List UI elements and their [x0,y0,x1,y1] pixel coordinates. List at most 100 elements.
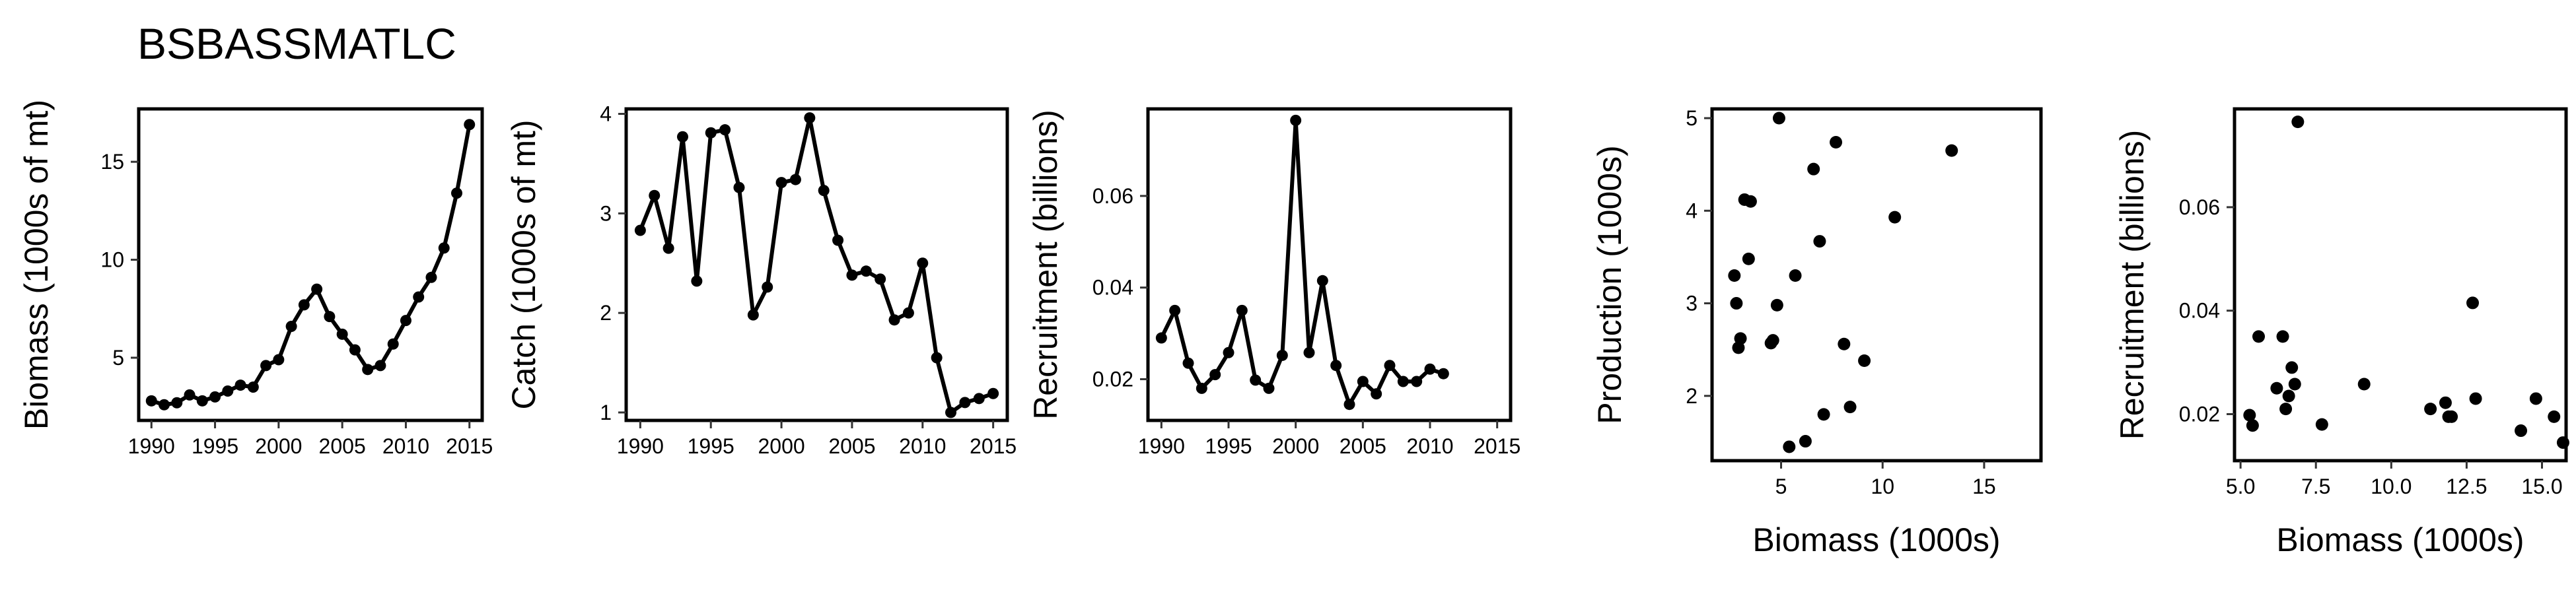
data-point [196,395,208,407]
data-point [902,307,914,319]
y-axis-label: Recruitment (billions) [2114,130,2151,440]
data-point [733,182,745,193]
chart-panel-2: 1990 1995 2000 2005 2010 2015 1 2 3 4 Catch (1000s… [505,102,1017,458]
y-tick-label: 0.02 [2179,402,2220,426]
x-tick-label: 2010 [899,434,946,458]
data-point [888,314,900,326]
data-point [1250,374,1262,386]
data-point [2548,410,2561,423]
data-point [634,224,646,236]
data-point [1888,211,1902,224]
x-tick-label: 2000 [1272,434,1319,458]
y-tick-label: 0.06 [2179,195,2220,219]
data-point [1357,376,1369,387]
data-point [222,385,234,397]
data-point [438,242,450,254]
data-point [1155,332,1167,344]
data-point [846,269,858,281]
data-point [1223,346,1234,358]
data-point [2315,418,2328,431]
y-tick-label: 0.04 [2179,299,2220,323]
data-point [311,283,323,295]
data-point [649,189,661,201]
data-point [2279,403,2293,416]
data-point [1783,440,1796,453]
data-point [1330,360,1342,372]
data-point [1807,162,1820,176]
data-point [464,119,476,131]
x-tick-label: 2010 [382,434,429,458]
data-point [336,328,348,340]
data-point [875,273,886,285]
data-point [2529,392,2542,405]
data-point [425,271,437,283]
panel-frame [624,107,1009,422]
data-point [1813,235,1826,248]
data-point [324,311,336,323]
data-point [1858,354,1871,368]
data-point [1263,382,1275,394]
data-point [375,360,386,372]
y-tick-label: 3 [1686,292,1698,315]
data-point [1209,369,1221,381]
x-tick-label: 2015 [446,434,493,458]
x-tick-label: 10.0 [2371,475,2412,498]
x-tick-label: 15.0 [2521,475,2562,498]
data-point [273,354,285,366]
data-point [1437,368,1449,380]
data-point [285,321,297,333]
x-tick-label: 15 [1972,475,1996,498]
data-point [1817,408,1830,421]
chart-panel-4: 5 10 15 2 3 4 5 Production (1000s) Biomass (1000… [1591,106,2043,558]
series-line [151,124,472,407]
x-tick-label: 12.5 [2446,475,2487,498]
chart-panel-5: 5.0 7.5 10.0 12.5 15.0 0.02 0.04 0.06 Recruitmen… [2114,107,2569,558]
data-point [1830,135,1843,148]
data-point [362,364,374,376]
y-tick-label: 1 [600,401,612,424]
x-tick-label: 2000 [255,434,302,458]
data-point [1799,435,1812,448]
data-point [1384,360,1396,372]
data-point [1772,112,1785,125]
data-point [2424,403,2437,416]
x-tick-label: 1995 [1205,434,1252,458]
data-point [1236,304,1248,316]
x-tick-label: 1990 [1138,434,1185,458]
x-axis-label: Biomass (1000s) [2276,521,2524,558]
y-tick-label: 2 [600,301,612,325]
x-tick-label: 2005 [319,434,366,458]
y-tick-label: 2 [1686,384,1698,408]
panel-frame [137,107,484,422]
data-point [789,174,801,185]
y-axis-label: Recruitment (billions) [1027,110,1064,420]
x-axis-label: Biomass (1000s) [1752,521,2000,558]
data-point [775,177,787,189]
data-point [387,338,399,350]
data-point [1316,275,1328,286]
data-point [145,395,157,407]
data-point [1766,334,1779,347]
data-point [1742,252,1755,265]
x-tick-label: 7.5 [2301,475,2330,498]
data-point [832,234,844,246]
x-tick-label: 2005 [828,434,875,458]
data-point [298,299,310,311]
data-point [2466,296,2480,310]
x-tick-label: 2015 [1474,434,1521,458]
data-point [2439,396,2452,409]
data-point [1182,357,1194,369]
panel-frame [2233,107,2568,463]
data-point [2270,381,2283,395]
data-point [2252,330,2266,343]
data-point [1945,144,1958,157]
data-point [2357,378,2371,391]
data-point [2515,424,2528,438]
data-point [413,291,425,303]
data-point [1728,269,1741,282]
data-point [1424,363,1436,375]
data-point [959,397,971,409]
data-point [1838,337,1851,350]
y-tick-label: 0.06 [1092,184,1133,208]
data-point [1290,114,1302,126]
